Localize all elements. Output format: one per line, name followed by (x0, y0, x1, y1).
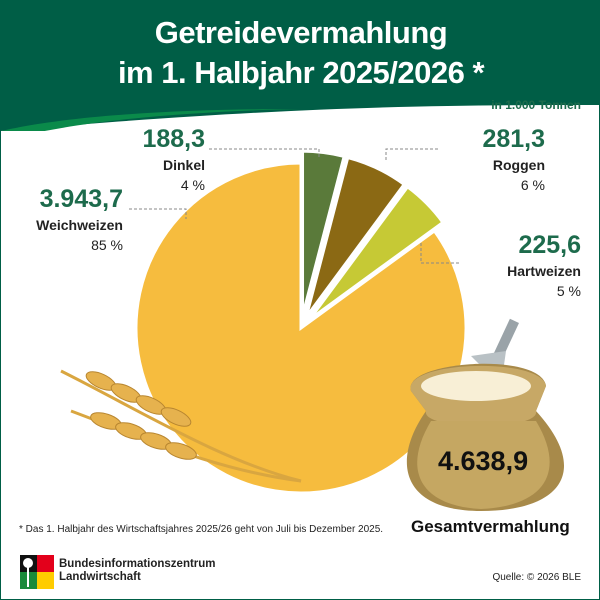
footnote: * Das 1. Halbjahr des Wirtschaftsjahres … (19, 524, 384, 535)
leader-roggen (385, 148, 438, 161)
leader-hartweizen (420, 241, 459, 264)
org-name: Bundesinformationszentrum Landwirtschaft (59, 558, 216, 584)
dinkel-label: Dinkel (162, 157, 205, 173)
dinkel-percent: 4 % (180, 177, 205, 193)
pie-slice-dinkel (301, 149, 346, 317)
ble-logo (20, 555, 54, 589)
hartweizen-label: Hartweizen (507, 263, 581, 279)
hartweizen-percent: 5 % (556, 283, 581, 299)
weichweizen-percent: 85 % (91, 237, 123, 253)
unit-label: in 1.000 Tonnen (491, 98, 581, 112)
roggen-value: 281,3 (482, 125, 545, 153)
dinkel-value: 188,3 (142, 125, 205, 153)
hartweizen-value: 225,6 (518, 231, 581, 259)
pie-slice-hartweizen (308, 184, 446, 321)
leader-weichweizen (129, 208, 187, 219)
total-value: 4.638,9 (438, 446, 529, 476)
source: Quelle: © 2026 BLE (492, 572, 581, 583)
pie-slice-roggen (304, 155, 407, 319)
title-line-1: Getreidevermahlung (154, 15, 448, 50)
leader-dinkel (209, 148, 320, 159)
roggen-percent: 6 % (520, 177, 545, 193)
org-name-line-2: Landwirtschaft (59, 571, 141, 583)
total-caption: Gesamtvermahlung (411, 517, 570, 536)
weichweizen-value: 3.943,7 (39, 185, 123, 213)
org-name-line-1: Bundesinformationszentrum (59, 558, 216, 570)
weichweizen-label: Weichweizen (36, 217, 123, 233)
title-line-2: im 1. Halbjahr 2025/2026 * (117, 55, 485, 90)
roggen-label: Roggen (492, 157, 545, 173)
header-banner (1, 1, 599, 131)
